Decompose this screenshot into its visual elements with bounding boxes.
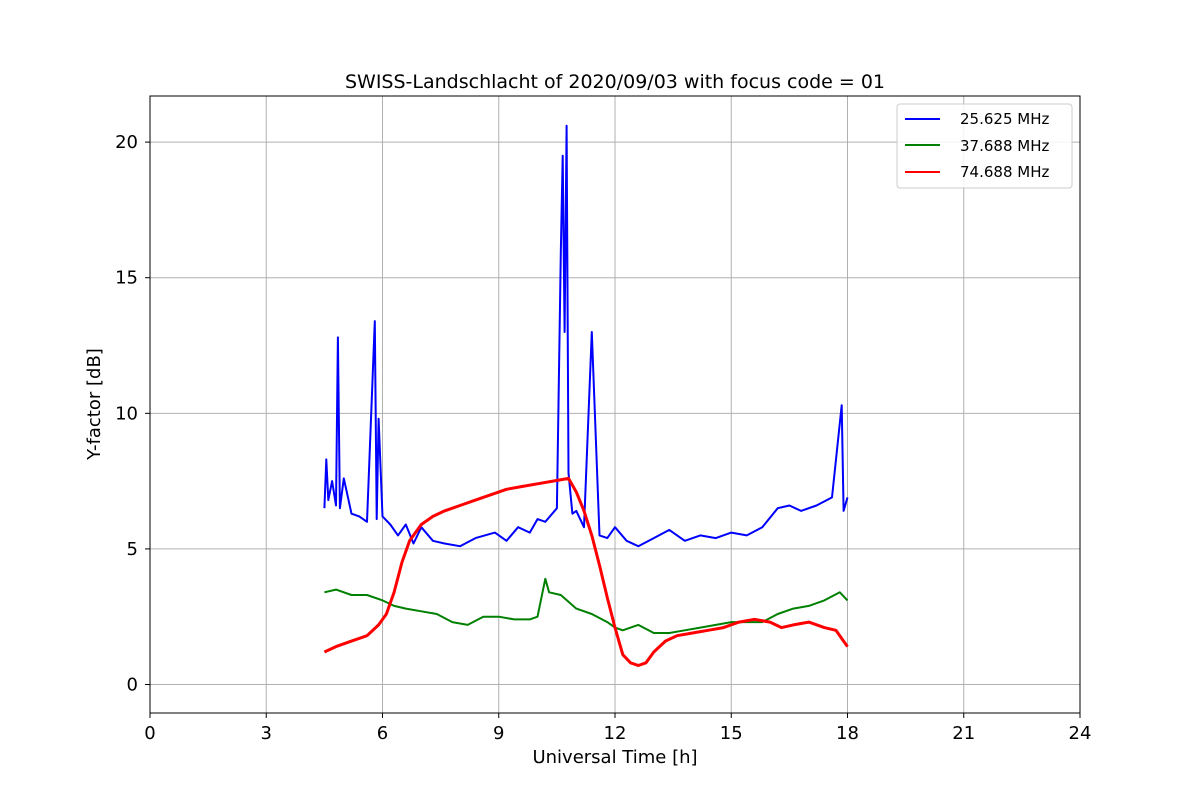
series-line-1 (324, 577, 849, 634)
y-axis-label: Y-factor [dB] (84, 348, 105, 461)
legend-label-0: 25.625 MHz (960, 110, 1049, 128)
y-axis: 0 5 10 15 20 (115, 132, 150, 696)
legend: 25.625 MHz 37.688 MHz 74.688 MHz (896, 103, 1073, 189)
chart-title: SWISS-Landschlacht of 2020/09/03 with fo… (345, 71, 885, 93)
x-tick-label-2: 6 (377, 723, 388, 744)
x-axis-label: Universal Time [h] (532, 747, 697, 768)
plot-area (323, 124, 849, 667)
x-tick-label-6: 18 (836, 723, 859, 744)
y-tick-label-0: 0 (127, 675, 138, 696)
x-tick-label-4: 12 (604, 723, 627, 744)
x-axis: 0 3 6 9 12 15 18 21 24 (144, 713, 1091, 744)
y-tick-label-3: 15 (115, 268, 138, 289)
x-tick-label-3: 9 (493, 723, 504, 744)
x-tick-label-7: 21 (952, 723, 975, 744)
legend-box (896, 103, 1073, 189)
grid (149, 96, 1081, 713)
x-tick-label-5: 15 (720, 723, 743, 744)
y-tick-label-2: 10 (115, 403, 138, 424)
x-tick-label-1: 3 (261, 723, 272, 744)
series-line-2 (323, 476, 849, 667)
legend-label-2: 74.688 MHz (960, 163, 1049, 181)
series-line-0 (323, 124, 849, 548)
x-tick-label-8: 24 (1069, 723, 1092, 744)
legend-label-1: 37.688 MHz (960, 137, 1049, 155)
y-tick-label-4: 20 (115, 132, 138, 153)
x-tick-label-0: 0 (144, 723, 155, 744)
y-tick-label-1: 5 (127, 539, 138, 560)
